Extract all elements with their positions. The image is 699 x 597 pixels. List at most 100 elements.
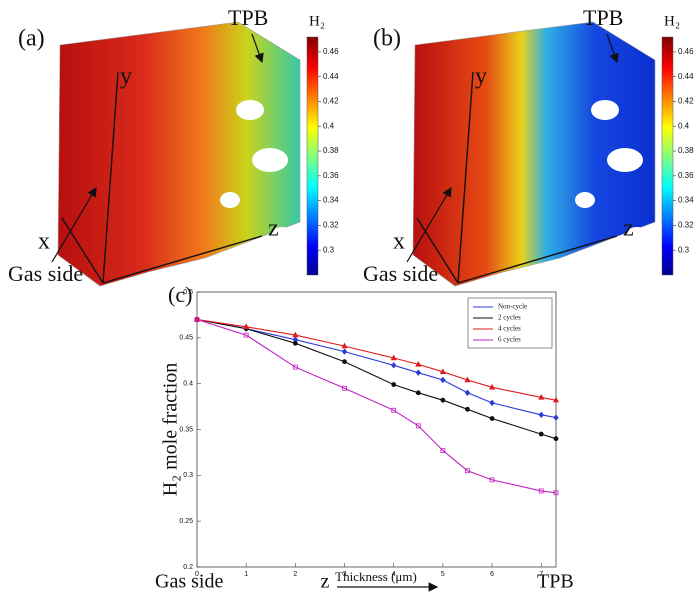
tpb-label: TPB: [583, 5, 623, 30]
axis-z-label: z: [321, 571, 330, 593]
x-tick-label: 5: [441, 571, 445, 578]
pore: [575, 192, 595, 208]
axis-x-label: x: [38, 229, 50, 255]
axis-x: [61, 217, 104, 284]
pore: [252, 148, 288, 172]
data-point: [243, 332, 249, 338]
data-point: [538, 411, 544, 419]
gas-arrow: [406, 186, 452, 263]
data-point: [243, 323, 250, 330]
data-point: [489, 399, 495, 407]
legend-label: 4 cycles: [498, 325, 521, 333]
data-point: [489, 416, 495, 421]
tpb-label: TPB: [537, 571, 574, 593]
y-axis-label: H₂ mole fraction: [160, 363, 182, 497]
data-point: [341, 348, 348, 355]
data-point: [439, 368, 446, 374]
colorbar-tick-label: 0.4: [323, 121, 335, 130]
colorbar-tick-label: 0.36: [323, 171, 339, 180]
data-point: [440, 397, 446, 403]
colorbar-tick-label: 0.34: [678, 196, 694, 205]
data-point: [464, 389, 471, 397]
tpb-label: TPB: [228, 5, 268, 30]
gas-side-label: Gas side: [8, 261, 83, 286]
colorbar-tick-label: 0.3: [323, 245, 335, 254]
colorbar-title: H₂: [664, 13, 680, 29]
colorbar-title: H₂: [309, 13, 325, 29]
y-tick-label: 0.35: [179, 426, 193, 433]
x-tick-label: 2: [293, 571, 297, 578]
gas-arrow: [51, 186, 97, 263]
tpb-arrow: [251, 33, 264, 64]
data-point: [538, 431, 544, 437]
data-point: [488, 383, 496, 390]
x-axis-label: Thickness (μm): [335, 569, 417, 584]
axis-z-label: z: [623, 216, 634, 242]
data-point: [390, 354, 397, 361]
gas-side-label: Gas side: [155, 571, 223, 593]
axis-x-label: x: [393, 229, 405, 255]
data-point: [538, 393, 545, 400]
data-point: [194, 317, 200, 322]
axis-y: [102, 71, 119, 284]
data-point: [415, 360, 422, 367]
axis-y-label: y: [120, 64, 132, 90]
y-tick-label: 0.3: [183, 472, 193, 479]
pore: [625, 227, 649, 243]
data-point: [553, 414, 559, 421]
axis-z-label: z: [268, 216, 279, 242]
x-tick-label: 6: [490, 571, 494, 578]
y-tick-label: 0.5: [183, 289, 193, 296]
data-point: [440, 448, 446, 453]
colorbar: [306, 36, 319, 276]
data-point: [538, 488, 544, 494]
y-tick-label: 0.2: [183, 564, 193, 571]
panel-label: (a): [18, 26, 45, 52]
data-point: [391, 407, 397, 413]
data-point: [390, 362, 397, 369]
colorbar-tick-label: 0.32: [678, 221, 694, 230]
y-tick-label: 0.25: [179, 518, 193, 525]
data-point: [552, 396, 560, 403]
data-point: [553, 436, 559, 442]
data-point: [415, 390, 421, 396]
x-tick-label: 0: [195, 571, 199, 578]
axis-z: [457, 235, 618, 284]
x-tick-label: 3: [343, 571, 347, 578]
data-point: [465, 468, 470, 474]
gas-side-label: Gas side: [363, 261, 438, 286]
legend-label: 6 cycles: [498, 336, 521, 344]
pore: [220, 192, 240, 208]
colorbar-tick-label: 0.4: [678, 121, 690, 130]
colorbar-tick-label: 0.42: [678, 97, 694, 106]
colorbar-tick-label: 0.34: [323, 196, 339, 205]
volume-render: [412, 21, 656, 287]
data-point: [341, 342, 348, 349]
pore: [607, 148, 643, 172]
data-point: [415, 423, 421, 429]
colorbar-tick-label: 0.38: [323, 146, 339, 155]
axis-y: [457, 71, 474, 284]
x-tick-label: 4: [392, 571, 396, 578]
colorbar-tick-label: 0.46: [678, 47, 694, 56]
data-point: [292, 340, 298, 346]
x-tick-label: 1: [244, 571, 248, 578]
data-point: [415, 369, 422, 376]
data-point: [342, 359, 347, 365]
axis-x: [416, 217, 459, 284]
data-point: [553, 490, 559, 496]
axis-z: [102, 235, 263, 284]
y-tick-label: 0.45: [179, 335, 193, 342]
colorbar-tick-label: 0.36: [678, 171, 694, 180]
y-tick-label: 0.4: [183, 381, 193, 388]
pore: [236, 100, 264, 120]
colorbar-tick-label: 0.42: [323, 97, 339, 106]
data-point: [292, 364, 298, 370]
colorbar-tick-label: 0.32: [323, 221, 339, 230]
volume-render: [57, 21, 301, 287]
colorbar-tick-label: 0.38: [678, 146, 694, 155]
data-point: [391, 382, 397, 387]
tpb-arrow: [606, 33, 619, 64]
